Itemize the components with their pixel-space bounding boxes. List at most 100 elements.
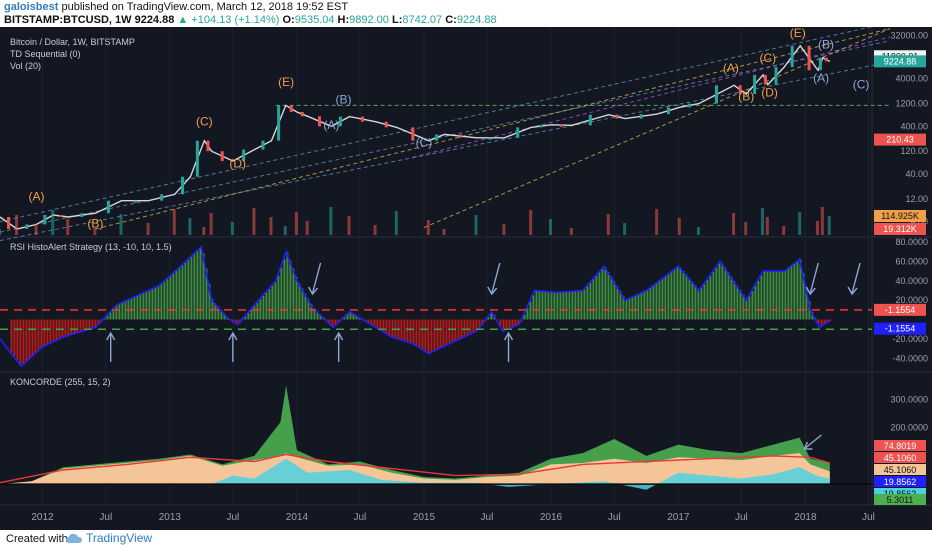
volume-bar xyxy=(188,218,192,235)
rsi-tick-label: -20.0000 xyxy=(892,334,928,344)
rsi-histogram-bar xyxy=(385,319,388,334)
rsi-histogram-bar xyxy=(607,271,610,320)
rsi-tag: -1.1554 xyxy=(885,305,916,315)
price-candle xyxy=(824,57,828,62)
price-candle xyxy=(289,105,293,112)
rsi-histogram-bar xyxy=(52,319,55,343)
rsi-histogram-bar xyxy=(256,302,259,320)
rsi-histogram-bar xyxy=(409,319,412,343)
volume-bar xyxy=(66,219,70,235)
wave-label: (C) xyxy=(853,77,870,91)
konkorde-tick-label: 200.0000 xyxy=(890,423,928,433)
volume-bar xyxy=(474,215,478,235)
rsi-histogram-bar xyxy=(631,297,634,320)
rsi-histogram-bar xyxy=(109,312,112,320)
rsi-histogram-bar xyxy=(106,315,109,320)
author-link[interactable]: galoisbest xyxy=(4,1,59,13)
volume-bar xyxy=(798,212,802,235)
rsi-tag-bg xyxy=(874,322,926,335)
volume-bar xyxy=(765,217,769,235)
volume-bar xyxy=(782,226,786,235)
volume-bar xyxy=(623,223,627,235)
volume-bar xyxy=(394,211,398,235)
rsi-histogram-bar xyxy=(472,319,475,334)
rsi-tag: -1.1554 xyxy=(885,324,916,334)
rsi-histogram-bar xyxy=(721,263,724,320)
rsi-histogram-bar xyxy=(301,288,304,320)
x-tick-label: 2013 xyxy=(159,512,182,523)
rsi-histogram-bar xyxy=(763,271,766,320)
rsi-histogram-bar xyxy=(820,319,823,327)
rsi-histogram-bar xyxy=(205,268,208,320)
rsi-arrow-head xyxy=(847,286,858,296)
chart-area[interactable]: (A) (B) (C) (D) (E) (A) (B) (C) (A) (B) (C) (D) (E) (… xyxy=(0,22,932,530)
rsi-tick-label: 60.0000 xyxy=(895,256,928,266)
price-tick-label: 120.00 xyxy=(900,146,928,156)
price-candle xyxy=(411,127,415,141)
wave-label: (E) xyxy=(790,27,806,40)
price-candle xyxy=(160,194,164,201)
rsi-histogram-bar xyxy=(547,291,550,320)
price-candle xyxy=(300,111,304,117)
rsi-arrow xyxy=(311,262,322,294)
rsi-histogram-bar xyxy=(811,312,814,320)
rsi-histogram-bar xyxy=(661,279,664,320)
trend-line xyxy=(95,28,891,230)
rsi-histogram-bar xyxy=(412,319,415,344)
konkorde-tag-bg xyxy=(874,494,926,505)
rsi-histogram-bar xyxy=(433,319,436,352)
rsi-histogram-bar xyxy=(673,269,676,320)
price-candle xyxy=(588,114,592,126)
rsi-histogram-bar xyxy=(703,284,706,320)
volume-bar xyxy=(51,210,55,235)
rsi-histogram-bar xyxy=(523,314,526,320)
wave-label: (A) xyxy=(813,71,829,85)
rsi-histogram-bar xyxy=(574,291,577,320)
volume-bar xyxy=(283,226,287,235)
rsi-histogram-bar xyxy=(817,319,820,324)
rsi-histogram-bar xyxy=(286,252,289,320)
rsi-histogram-bar xyxy=(148,290,151,320)
rsi-arrow-head xyxy=(334,331,344,341)
tradingview-brand[interactable]: TradingView xyxy=(66,531,152,545)
rsi-histogram-bar xyxy=(469,319,472,335)
rsi-histogram-bar xyxy=(526,308,529,320)
rsi-histogram-bar xyxy=(292,268,295,320)
price-candle xyxy=(277,105,281,141)
volume-bar xyxy=(502,224,506,235)
rsi-histogram-bar xyxy=(184,262,187,320)
chart-svg[interactable]: (A) (B) (C) (D) (E) (A) (B) (C) (A) (B) (C) (D) (E) (… xyxy=(0,22,932,530)
rsi-histogram-bar xyxy=(298,283,301,320)
rsi-histogram-bar xyxy=(793,264,796,320)
rsi-histogram-bar xyxy=(280,267,283,320)
rsi-histogram-bar xyxy=(655,283,658,320)
rsi-histogram-bar xyxy=(622,295,625,320)
rsi-histogram-bar xyxy=(118,304,121,320)
rsi-histogram-bar xyxy=(439,319,442,349)
rsi-histogram-bar xyxy=(70,319,73,335)
rsi-histogram-bar xyxy=(550,291,553,320)
rsi-histogram-bar xyxy=(400,319,403,340)
rsi-histogram-bar xyxy=(805,287,808,320)
rsi-histogram-bar xyxy=(295,276,298,320)
rsi-histogram-bar xyxy=(55,319,58,341)
volume-bar xyxy=(329,207,333,235)
price-candle xyxy=(763,74,767,85)
rsi-arrow-head xyxy=(487,286,498,296)
rsi-histogram-bar xyxy=(628,298,631,320)
rsi-histogram-bar xyxy=(175,270,178,320)
rsi-histogram-bar xyxy=(22,319,25,365)
rsi-histogram-bar xyxy=(826,319,829,323)
konkorde-tag: 74.8019 xyxy=(884,441,917,451)
volume-bar xyxy=(202,227,206,235)
rsi-histogram-bar xyxy=(643,291,646,320)
price-candle xyxy=(753,74,757,95)
rsi-histogram-bar xyxy=(202,253,205,320)
x-tick-label: 2012 xyxy=(31,512,54,523)
rsi-histogram-bar xyxy=(712,271,715,320)
rsi-histogram-bar xyxy=(544,291,547,320)
price-tick-label: 400.00 xyxy=(900,121,928,131)
rsi-histogram-bar xyxy=(772,271,775,320)
close-value: 9224.88 xyxy=(456,14,497,26)
rsi-histogram-bar xyxy=(313,308,316,320)
